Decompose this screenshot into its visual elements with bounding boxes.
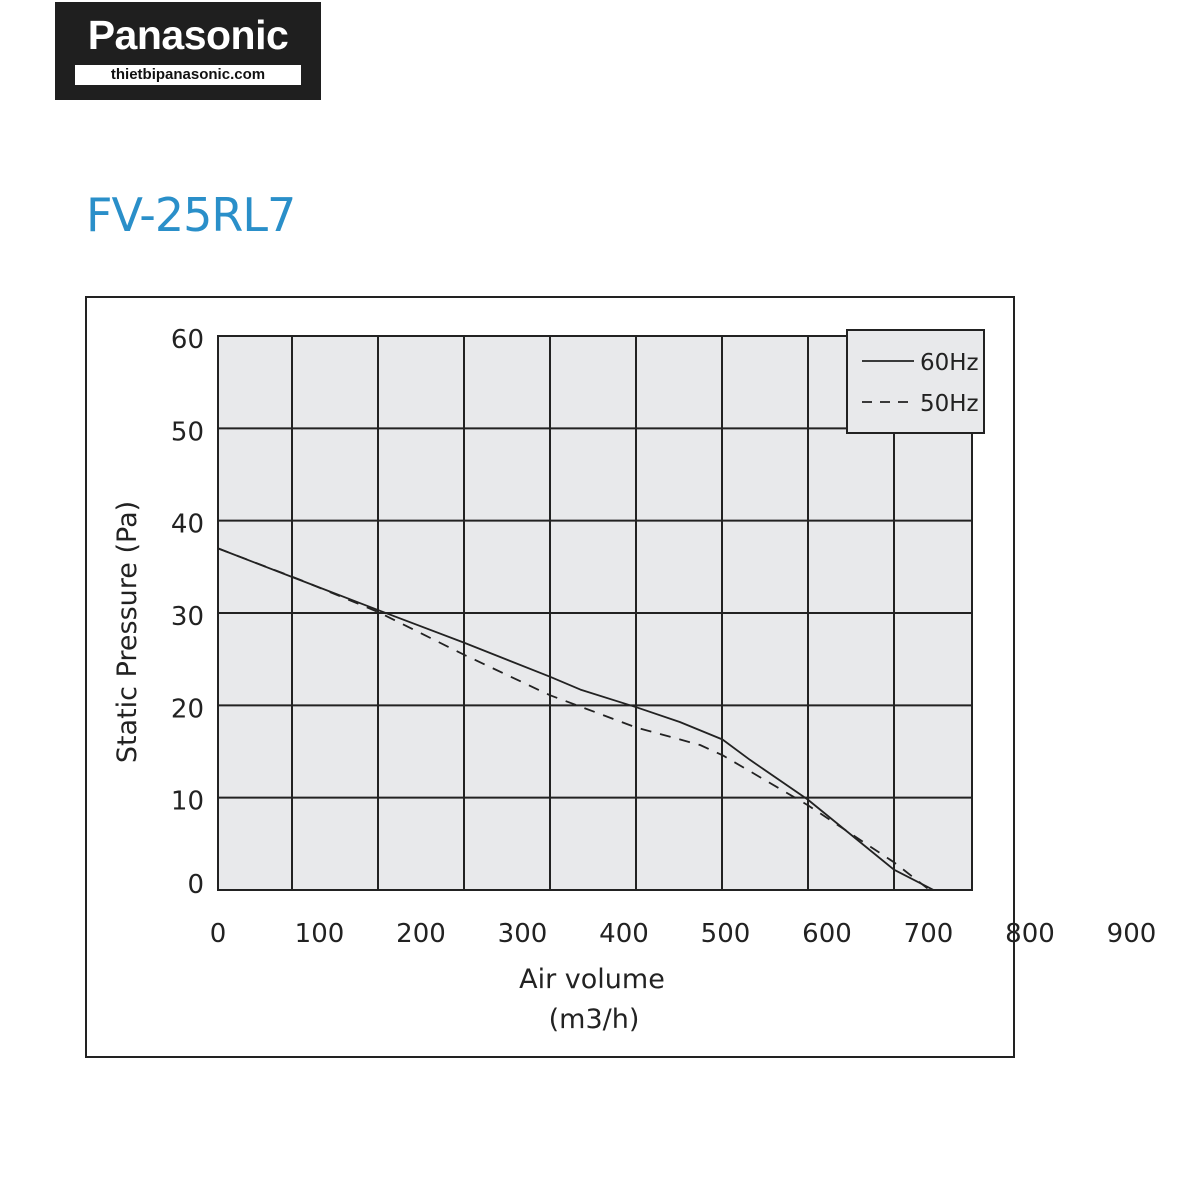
chart-frame <box>85 296 1015 1058</box>
panasonic-logo: Panasonic thietbipanasonic.com <box>55 2 321 100</box>
y-tick-label: 0 <box>187 870 204 900</box>
x-tick-label: 100 <box>295 919 345 949</box>
x-axis-label: Air volume <box>519 964 665 995</box>
logo-brand: Panasonic <box>87 12 289 58</box>
logo-site: thietbipanasonic.com <box>75 65 301 85</box>
x-tick-label: 0 <box>210 919 227 949</box>
x-axis-unit: (m3/h) <box>549 1004 640 1035</box>
y-tick-label: 30 <box>171 602 204 632</box>
x-tick-label: 200 <box>396 919 446 949</box>
y-tick-label: 40 <box>171 510 204 540</box>
x-tick-label: 700 <box>904 919 954 949</box>
y-tick-label: 50 <box>171 417 204 447</box>
legend: 60Hz 50Hz <box>846 329 985 434</box>
y-tick-label: 60 <box>171 325 204 355</box>
series-line-60hz <box>217 547 935 891</box>
x-tick-label: 400 <box>599 919 649 949</box>
y-tick-label: 10 <box>171 787 204 817</box>
x-tick-label: 300 <box>498 919 548 949</box>
x-tick-label: 500 <box>701 919 751 949</box>
x-tick-label: 600 <box>802 919 852 949</box>
legend-box <box>846 329 985 434</box>
legend-label-50hz: 50Hz <box>920 391 979 417</box>
legend-label-60hz: 60Hz <box>920 350 979 376</box>
model-title: FV-25RL7 <box>86 188 296 242</box>
x-tick-label: 900 <box>1107 919 1157 949</box>
series-line-50hz <box>217 547 931 891</box>
y-tick-label: 20 <box>171 694 204 724</box>
y-axis-label: Static Pressure (Pa) <box>112 501 143 763</box>
plot-border <box>217 335 973 891</box>
x-tick-label: 800 <box>1005 919 1055 949</box>
